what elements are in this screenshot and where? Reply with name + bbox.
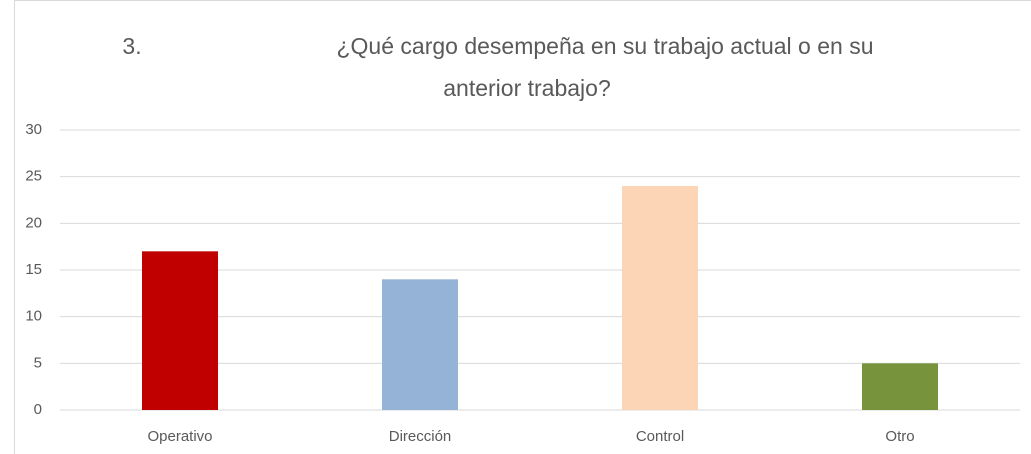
y-tick-label: 0 [34, 401, 42, 418]
x-tick-label: Control [636, 428, 684, 445]
y-tick-label: 20 [25, 214, 42, 231]
x-tick-label: Otro [885, 428, 914, 445]
chart-title-line2: anterior trabajo? [443, 75, 611, 101]
chart-title: ¿Qué cargo desempeña en su trabajo actua… [336, 33, 873, 59]
y-tick-label: 5 [34, 354, 42, 371]
x-tick-label: Dirección [389, 428, 452, 445]
bar [142, 251, 218, 410]
y-tick-label: 15 [25, 261, 42, 278]
bar [382, 279, 458, 410]
chart-title-number: 3. [122, 33, 141, 59]
y-tick-label: 25 [25, 168, 42, 185]
x-tick-label: Operativo [147, 428, 212, 445]
y-tick-label: 30 [25, 121, 42, 138]
bar [862, 363, 938, 410]
bar [622, 186, 698, 410]
y-tick-label: 10 [25, 308, 42, 325]
chart-border [14, 0, 1031, 454]
